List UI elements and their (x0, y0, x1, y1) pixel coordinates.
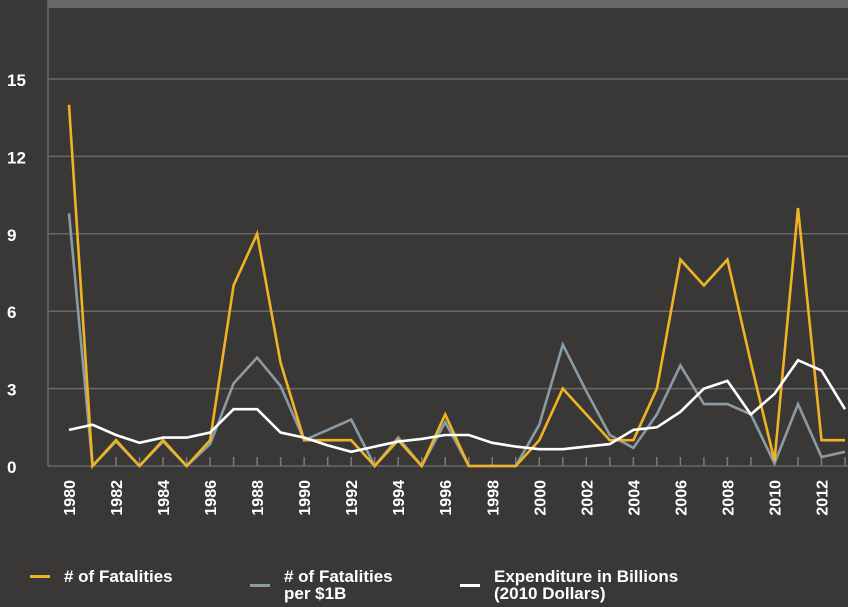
x-tick-label: 2002 (579, 480, 596, 516)
series-lines (67, 104, 847, 470)
x-axis (48, 457, 848, 467)
x-tick-label: 2008 (720, 480, 737, 516)
x-tick-label: 1986 (203, 480, 220, 516)
line-chart: 0 3 6 9 12 15 1980 1982 1984 1986 1988 1990 1992 199… (7, 0, 848, 516)
legend-item-expenditure: Expenditure in Billions (2010 Dollars) (460, 568, 678, 602)
legend-swatch-fatalities-per-billion (250, 583, 270, 587)
legend-label-fatalities: # of Fatalities (64, 567, 173, 586)
y-tick-label: 15 (7, 71, 26, 90)
series-line-fatalities-per-billion (67, 213, 846, 469)
series-line-fatalities (67, 104, 845, 470)
y-tick-label: 0 (7, 458, 16, 477)
x-tick-label: 1980 (62, 480, 79, 516)
x-tick-label: 2004 (626, 480, 643, 516)
x-tick-label: 2012 (814, 480, 831, 516)
legend-item-fatalities-per-billion: # of Fatalities per $1B (250, 568, 393, 602)
x-tick-label: 1984 (156, 480, 173, 516)
x-tick-label: 1994 (391, 480, 408, 516)
grid-lines (47, 0, 848, 466)
legend-label-fatalities-per-billion-line2: per $1B (284, 584, 347, 603)
x-tick-label: 2010 (767, 480, 784, 516)
y-tick-labels: 0 3 6 9 12 15 (7, 71, 26, 477)
y-tick-label: 3 (7, 381, 16, 400)
y-tick-label: 6 (7, 303, 16, 322)
x-tick-label: 2006 (673, 480, 690, 516)
x-tick-label: 1998 (485, 480, 502, 516)
x-tick-label: 1996 (438, 480, 455, 516)
y-tick-label: 12 (7, 148, 26, 167)
legend-label-fatalities-per-billion-line1: # of Fatalities (284, 567, 393, 586)
legend-label-expenditure-line1: Expenditure in Billions (494, 567, 679, 586)
x-tick-label: 1982 (109, 480, 126, 516)
top-bar (48, 0, 848, 8)
legend-label-expenditure-line2: (2010 Dollars) (494, 584, 606, 603)
x-tick-label: 1992 (344, 480, 361, 516)
series-line-expenditure (68, 358, 847, 454)
x-tick-labels: 1980 1982 1984 1986 1988 1990 1992 1994 1996 1998… (62, 480, 831, 516)
legend-swatch-expenditure (460, 583, 480, 587)
legend-item-fatalities: # of Fatalities (30, 568, 173, 585)
x-tick-label: 1988 (250, 480, 267, 516)
x-tick-label: 1990 (297, 480, 314, 516)
y-tick-label: 9 (7, 226, 16, 245)
legend-swatch-fatalities (30, 575, 50, 578)
x-tick-label: 2000 (532, 480, 549, 516)
